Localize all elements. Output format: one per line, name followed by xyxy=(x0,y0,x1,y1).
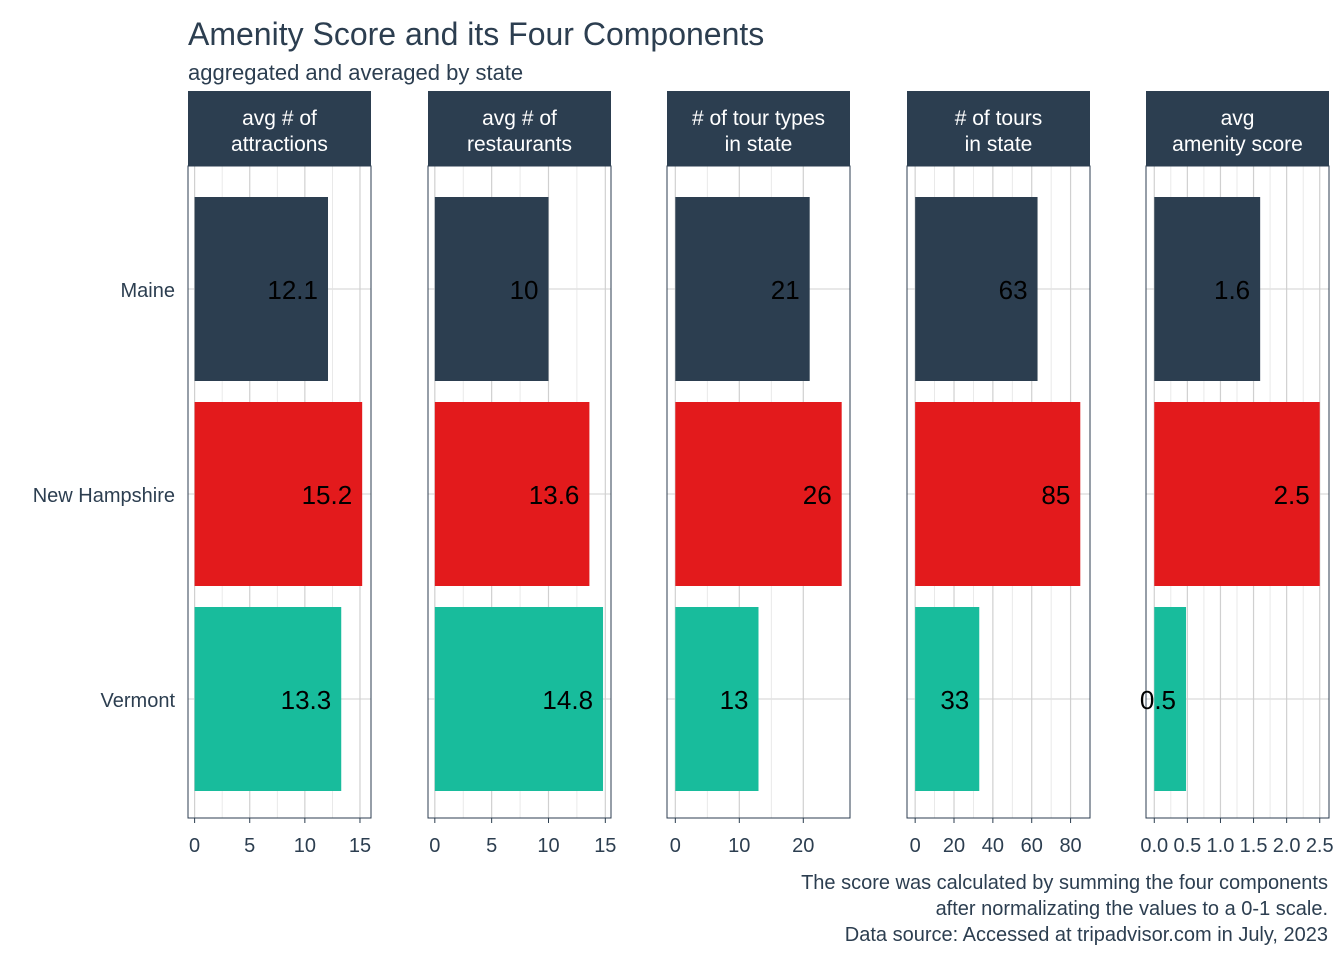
x-tick-label: 10 xyxy=(728,835,750,857)
x-tick-label: 10 xyxy=(537,835,559,857)
data-label: 2.5 xyxy=(1274,480,1310,510)
data-label: 14.8 xyxy=(542,685,593,715)
y-label-maine: Maine xyxy=(121,280,175,302)
x-tick-label: 15 xyxy=(349,835,371,857)
x-tick-label: 0 xyxy=(429,835,440,857)
data-label: 1.6 xyxy=(1214,275,1250,305)
bar-vermont xyxy=(434,607,604,791)
facet-strip xyxy=(188,91,371,166)
caption-line: after normalizating the values to a 0-1 … xyxy=(936,898,1328,920)
y-label-new-hampshire: New Hampshire xyxy=(33,485,175,507)
x-tick-label: 0.5 xyxy=(1173,835,1201,857)
facet-strip-label: # of tours xyxy=(955,107,1043,130)
facet-strip-label: restaurants xyxy=(467,133,572,156)
data-label: 12.1 xyxy=(267,275,318,305)
facet-strip-label: avg xyxy=(1221,107,1255,130)
data-label: 13.6 xyxy=(529,480,580,510)
data-label: 85 xyxy=(1041,480,1070,510)
x-tick-label: 2.0 xyxy=(1273,835,1301,857)
bar-new-hampshire xyxy=(1154,402,1320,586)
facet-strip-label: avg # of xyxy=(242,107,317,130)
data-label: 21 xyxy=(771,275,800,305)
facet-strip xyxy=(428,91,611,166)
data-label: 10 xyxy=(510,275,539,305)
data-label: 26 xyxy=(803,480,832,510)
bar-new-hampshire xyxy=(194,402,363,586)
facet-strip-label: attractions xyxy=(231,133,328,156)
data-label: 13 xyxy=(720,685,749,715)
x-tick-label: 80 xyxy=(1059,835,1081,857)
data-label: 0.5 xyxy=(1140,685,1176,715)
data-label: 33 xyxy=(940,685,969,715)
bar-vermont xyxy=(1154,607,1187,791)
x-tick-label: 0.0 xyxy=(1140,835,1168,857)
caption-line: The score was calculated by summing the … xyxy=(801,872,1328,894)
x-tick-label: 10 xyxy=(294,835,316,857)
x-tick-label: 1.5 xyxy=(1240,835,1268,857)
x-tick-label: 0 xyxy=(910,835,921,857)
x-tick-label: 20 xyxy=(943,835,965,857)
y-axis-labels: Maine New Hampshire Vermont xyxy=(33,280,176,712)
x-tick-label: 5 xyxy=(486,835,497,857)
bar-vermont xyxy=(915,607,980,791)
x-tick-label: 0 xyxy=(189,835,200,857)
facet-panel-1: 12.1 15.2 13.3 avg # of attractions 0 5 10 15 xyxy=(187,91,372,857)
facet-strip-label: amenity score xyxy=(1172,133,1303,156)
facet-strip-label: # of tour types xyxy=(692,107,825,130)
facet-panel-2: 10 13.6 14.8 avg # of restaurants 0 5 10 15 xyxy=(427,91,616,857)
chart-caption: The score was calculated by summing the … xyxy=(801,872,1328,946)
x-tick-label: 2.5 xyxy=(1306,835,1334,857)
bar-vermont xyxy=(675,607,759,791)
data-label: 63 xyxy=(999,275,1028,305)
bar-maine xyxy=(915,197,1038,381)
caption-line: Data source: Accessed at tripadvisor.com… xyxy=(845,924,1328,946)
data-label: 13.3 xyxy=(281,685,332,715)
bar-new-hampshire xyxy=(434,402,590,586)
bar-maine xyxy=(1154,197,1261,381)
facet-strip xyxy=(667,91,850,166)
facet-panel-4: 63 85 33 # of tours in state 0 20 40 60 80 xyxy=(906,91,1091,857)
x-tick-label: 60 xyxy=(1021,835,1043,857)
x-tick-label: 20 xyxy=(792,835,814,857)
facet-strip-label: avg # of xyxy=(482,107,557,130)
facet-strip xyxy=(907,91,1090,166)
data-label: 15.2 xyxy=(302,480,353,510)
bar-maine xyxy=(675,197,810,381)
y-label-vermont: Vermont xyxy=(101,690,176,712)
bar-maine xyxy=(194,197,329,381)
facet-panel-3: 21 26 13 # of tour types in state 0 10 20 xyxy=(666,91,851,857)
chart-title: Amenity Score and its Four Components xyxy=(188,16,764,52)
x-tick-label: 5 xyxy=(244,835,255,857)
facet-strip xyxy=(1146,91,1329,166)
chart-subtitle: aggregated and averaged by state xyxy=(188,60,523,85)
bar-new-hampshire xyxy=(675,402,842,586)
bar-maine xyxy=(434,197,549,381)
bar-vermont xyxy=(194,607,342,791)
facet-strip-label: in state xyxy=(965,133,1033,156)
facet-strip-label: in state xyxy=(725,133,793,156)
bar-new-hampshire xyxy=(915,402,1081,586)
x-tick-label: 40 xyxy=(982,835,1004,857)
x-tick-label: 0 xyxy=(670,835,681,857)
x-tick-label: 1.0 xyxy=(1207,835,1235,857)
x-tick-label: 15 xyxy=(594,835,616,857)
